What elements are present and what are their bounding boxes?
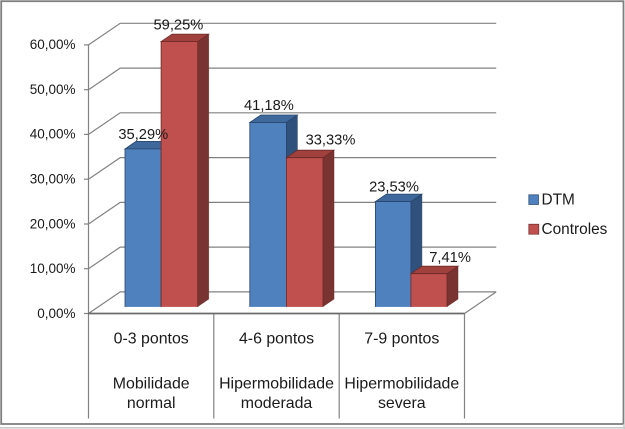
- svg-text:0,00%: 0,00%: [37, 306, 75, 321]
- svg-text:normal: normal: [127, 395, 176, 412]
- svg-text:40,00%: 40,00%: [30, 127, 76, 142]
- svg-text:Hipermobilidade: Hipermobilidade: [344, 376, 459, 393]
- svg-text:35,29%: 35,29%: [118, 127, 168, 143]
- svg-text:moderada: moderada: [241, 395, 313, 412]
- svg-text:30,00%: 30,00%: [30, 172, 76, 187]
- svg-text:60,00%: 60,00%: [30, 37, 76, 52]
- svg-text:Mobilidade: Mobilidade: [113, 376, 190, 393]
- svg-text:20,00%: 20,00%: [30, 216, 76, 231]
- svg-text:33,33%: 33,33%: [306, 133, 356, 149]
- svg-text:7,41%: 7,41%: [429, 250, 471, 266]
- svg-text:4-6 pontos: 4-6 pontos: [239, 331, 314, 348]
- svg-text:severa: severa: [378, 395, 426, 412]
- svg-text:23,53%: 23,53%: [369, 179, 419, 195]
- svg-text:41,18%: 41,18%: [244, 98, 294, 114]
- svg-text:59,25%: 59,25%: [153, 17, 203, 33]
- svg-text:10,00%: 10,00%: [30, 261, 76, 276]
- svg-text:Hipermobilidade: Hipermobilidade: [219, 376, 334, 393]
- svg-text:0-3 pontos: 0-3 pontos: [114, 331, 189, 348]
- svg-text:7-9 pontos: 7-9 pontos: [364, 331, 439, 348]
- svg-text:50,00%: 50,00%: [30, 82, 76, 97]
- svg-text:Controles: Controles: [542, 221, 608, 238]
- svg-text:DTM: DTM: [542, 192, 575, 209]
